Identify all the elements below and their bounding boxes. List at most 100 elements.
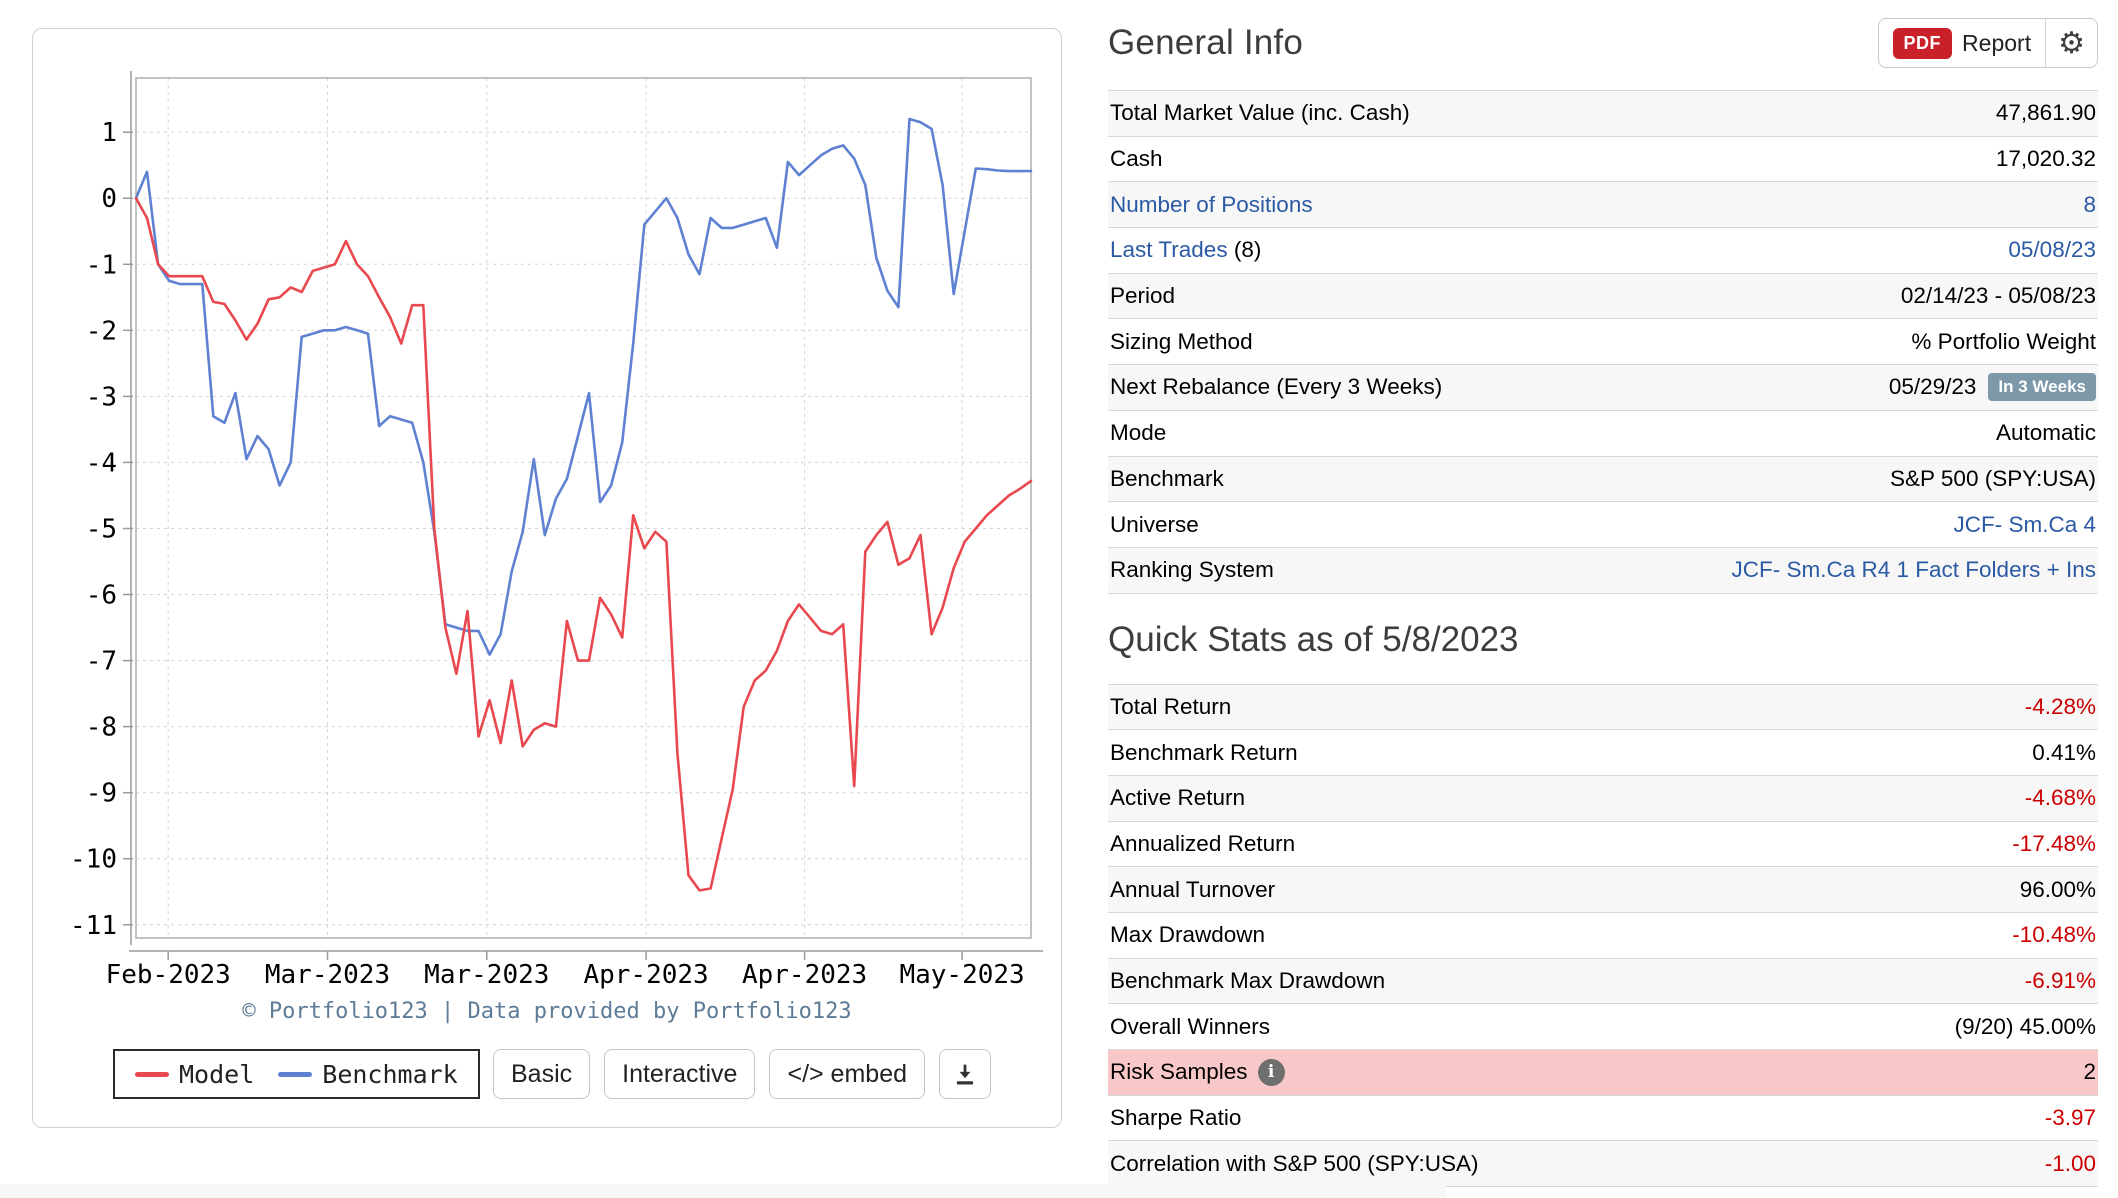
report-button-group: PDF Report ⚙: [1877, 18, 2098, 68]
quick-stats-title: Quick Stats as of 5/8/2023: [1108, 619, 1519, 659]
x-tick-label: Apr-2023: [742, 960, 867, 990]
y-tick-label: -2: [86, 316, 117, 346]
portfolio-info-panel: General Info PDF Report ⚙ Total Market V…: [1108, 14, 2098, 1188]
general-info-value: % Portfolio Weight: [1911, 328, 2096, 354]
info-icon[interactable]: i: [1257, 1058, 1285, 1086]
quick-stats-label: Overall Winners: [1110, 1013, 1271, 1039]
page-footer-strip: [0, 1184, 1446, 1198]
chart-buttons: Basic Interactive </> embed: [492, 1049, 991, 1099]
general-info-row: Ranking System JCF- Sm.Ca R4 1 Fact Folde…: [1108, 546, 2098, 593]
quick-stats-row: Annualized Return -17.48%: [1108, 820, 2098, 867]
quick-stats-row: Benchmark Max Drawdown -6.91%: [1108, 957, 2098, 1004]
general-info-label: Universe: [1110, 511, 1199, 537]
general-info-label: Next Rebalance (Every 3 Weeks): [1110, 374, 1443, 400]
chart-legend: Model Benchmark: [113, 1049, 480, 1099]
quick-stats-value: -4.28%: [2024, 693, 2096, 719]
quick-stats-value: 2: [2083, 1059, 2096, 1085]
x-tick-label: May-2023: [899, 960, 1024, 990]
quick-stats-row: Sharpe Ratio -3.97: [1108, 1094, 2098, 1141]
quick-stats-label: Max Drawdown: [1110, 922, 1266, 948]
general-info-row: Cash 17,020.32: [1108, 135, 2098, 182]
quick-stats-row: Risk Samples i 2: [1108, 1049, 2098, 1095]
y-tick-label: -5: [86, 515, 117, 545]
quick-stats-value: (9/20) 45.00%: [1954, 1013, 2096, 1039]
download-icon: [956, 1064, 974, 1085]
quick-stats-label: Risk Samples: [1110, 1059, 1248, 1085]
quick-stats-label: Total Return: [1110, 693, 1232, 719]
chart-footer: Model Benchmark Basic Interactive </> em…: [33, 1047, 1061, 1101]
general-info-label: Cash: [1110, 146, 1163, 172]
y-tick-label: -9: [86, 779, 117, 809]
quick-stats-value: -3.97: [2044, 1105, 2096, 1131]
general-info-row: Total Market Value (inc. Cash) 47,861.90: [1108, 90, 2098, 136]
embed-button[interactable]: </> embed: [769, 1049, 925, 1099]
plot-border: [135, 77, 1032, 939]
x-tick-label: Mar-2023: [424, 960, 549, 990]
performance-chart-card: Feb-2023 Mar-2023 Mar-2023 Apr-2023 Apr-2023…: [32, 28, 1062, 1128]
general-info-value[interactable]: JCF- Sm.Ca R4 1 Fact Folders + Ins: [1731, 557, 2096, 583]
quick-stats-row: Total Return -4.28%: [1108, 683, 2098, 730]
quick-stats-value: -17.48%: [2012, 830, 2096, 856]
series-line-benchmark: [134, 117, 1033, 656]
general-info-label: Sizing Method: [1110, 328, 1253, 354]
x-tick-label: Mar-2023: [265, 960, 390, 990]
quick-stats-row: Active Return -4.68%: [1108, 774, 2098, 821]
quick-stats-value: 0.41%: [2032, 739, 2096, 765]
general-info-row: Universe JCF- Sm.Ca 4: [1108, 501, 2098, 547]
quick-stats-label: Annualized Return: [1110, 830, 1296, 856]
quick-stats-label: Benchmark Return: [1110, 739, 1298, 765]
button-divider: [2045, 19, 2047, 67]
general-info-label[interactable]: Number of Positions: [1110, 191, 1313, 217]
legend-model-label: Model: [179, 1059, 255, 1089]
general-info-row: Sizing Method % Portfolio Weight: [1108, 318, 2098, 364]
quick-stats-label: Benchmark Max Drawdown: [1110, 968, 1386, 994]
gear-icon: ⚙: [2058, 25, 2085, 61]
general-info-value: 17,020.32: [1995, 146, 2096, 172]
pdf-report-button[interactable]: PDF Report: [1879, 19, 2046, 67]
y-tick-label: 0: [101, 184, 117, 214]
general-info-value[interactable]: JCF- Sm.Ca 4: [1953, 511, 2096, 537]
series-line-model: [134, 196, 1033, 892]
general-info-label: Ranking System: [1110, 557, 1274, 583]
quick-stats-row: Max Drawdown -10.48%: [1108, 912, 2098, 958]
general-info-label: Total Market Value (inc. Cash): [1110, 100, 1410, 126]
quick-stats-value: -4.68%: [2024, 785, 2096, 811]
quick-stats-label: Sharpe Ratio: [1110, 1105, 1242, 1131]
quick-stats-row: Annual Turnover 96.00%: [1108, 866, 2098, 912]
y-tick-label: -6: [86, 581, 117, 611]
general-info-row: Period 02/14/23 - 05/08/23: [1108, 272, 2098, 319]
model-line-swatch: [135, 1071, 169, 1077]
legend-benchmark-label: Benchmark: [322, 1059, 458, 1089]
download-button[interactable]: [939, 1049, 991, 1099]
y-tick-label: -8: [86, 713, 117, 743]
settings-button[interactable]: ⚙: [2046, 19, 2097, 67]
x-tick-label: Feb-2023: [106, 960, 231, 990]
quick-stats-label: Active Return: [1110, 785, 1246, 811]
y-tick-label: -3: [86, 382, 117, 412]
quick-stats-row: Overall Winners (9/20) 45.00%: [1108, 1003, 2098, 1049]
basic-view-button[interactable]: Basic: [492, 1049, 591, 1099]
y-tick-label: 1: [101, 118, 117, 148]
y-tick-label: -7: [86, 647, 117, 677]
quick-stats-row: Benchmark Return 0.41%: [1108, 729, 2098, 775]
general-info-table: Total Market Value (inc. Cash) 47,861.90 C…: [1108, 90, 2098, 594]
pdf-icon: PDF: [1892, 27, 1953, 59]
general-info-value: 05/29/23: [1888, 374, 1977, 400]
general-info-value: Automatic: [1995, 420, 2096, 446]
general-info-label[interactable]: Last Trades: [1110, 237, 1228, 263]
report-label: Report: [1962, 29, 2032, 56]
quick-stats-value: 96.00%: [2019, 876, 2096, 902]
y-tick-label: -4: [86, 448, 117, 478]
x-tick-label: Apr-2023: [583, 960, 708, 990]
performance-chart: Feb-2023 Mar-2023 Mar-2023 Apr-2023 Apr-2023…: [70, 71, 1043, 990]
y-tick-label: -1: [86, 250, 117, 280]
y-tick-label: -11: [70, 911, 117, 941]
interactive-view-button[interactable]: Interactive: [604, 1049, 756, 1099]
general-info-value[interactable]: 8: [2083, 191, 2096, 217]
y-tick-label: -10: [70, 845, 117, 875]
rebalance-countdown-badge: In 3 Weeks: [1988, 373, 2096, 402]
general-info-value[interactable]: 05/08/23: [2008, 237, 2096, 263]
general-info-title: General Info: [1108, 23, 1304, 62]
general-info-header: General Info PDF Report ⚙: [1108, 14, 2098, 72]
quick-stats-label: Correlation with S&P 500 (SPY:USA): [1110, 1150, 1479, 1176]
